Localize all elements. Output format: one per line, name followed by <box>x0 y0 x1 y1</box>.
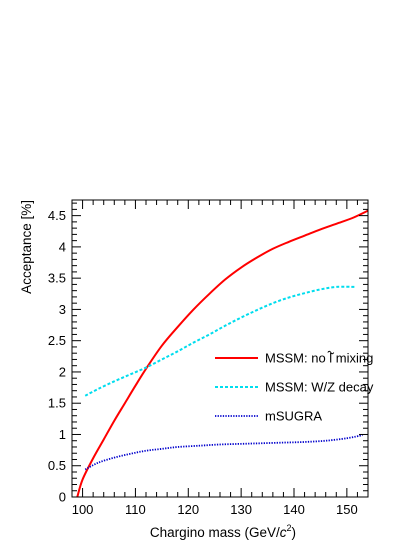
legend-label-tilde-char: l <box>329 351 332 366</box>
y-tick-label: 4.5 <box>48 208 66 223</box>
legend-label-prefix: MSSM: no <box>265 351 329 366</box>
legend-label: MSSM: W/Z decay <box>265 380 374 395</box>
y-tick-label: 1 <box>59 427 66 442</box>
y-axis-title: Acceptance [%] <box>19 200 34 294</box>
tick-labels-layer: 0 0.5 1 1.5 2 2.5 3 3.5 4 4.5 100 110 120 130 140 150 <box>48 208 358 517</box>
series-line-mssm-no-mixing <box>76 209 368 497</box>
series-layer <box>76 209 368 497</box>
x-tick-label: 120 <box>177 502 199 517</box>
legend-entry-mssm-no-mixing: MSSM: no l mixing <box>215 351 373 366</box>
y-tick-label: 2 <box>59 364 66 379</box>
y-tick-label: 3 <box>59 302 66 317</box>
legend: MSSM: no l mixing MSSM: W/Z decay mSUGRA <box>215 351 374 424</box>
y-tick-label: 1.5 <box>48 396 66 411</box>
x-axis-title-suffix: ) <box>292 525 297 540</box>
x-tick-label: 130 <box>230 502 252 517</box>
legend-label: mSUGRA <box>265 409 322 424</box>
ticks-layer <box>71 200 369 498</box>
tilde-accent <box>327 350 335 355</box>
plot-frame <box>71 199 369 498</box>
legend-label-suffix: mixing <box>332 351 373 366</box>
x-axis-title-italic: c <box>280 525 287 540</box>
x-axis-title-superscript: 2 <box>286 523 291 533</box>
x-tick-label: 100 <box>72 502 94 517</box>
y-tick-label: 0 <box>59 490 66 505</box>
y-tick-label: 4 <box>59 239 66 254</box>
x-tick-label: 140 <box>283 502 305 517</box>
x-tick-label: 150 <box>336 502 358 517</box>
x-axis-title-prefix: Chargino mass (GeV/ <box>150 525 280 540</box>
x-tick-label: 110 <box>125 502 146 517</box>
y-tick-label: 2.5 <box>48 333 66 348</box>
legend-entry-mssm-wz-decay: MSSM: W/Z decay <box>215 380 374 395</box>
legend-label: MSSM: no l mixing <box>265 351 373 366</box>
series-line-mssm-wz-decay <box>84 285 355 397</box>
y-tick-label: 0.5 <box>48 458 66 473</box>
y-tick-label: 3.5 <box>48 271 66 286</box>
legend-entry-msugra: mSUGRA <box>215 409 322 424</box>
series-line-msugra <box>84 434 363 471</box>
x-axis-title: Chargino mass (GeV/c2) <box>150 523 296 540</box>
